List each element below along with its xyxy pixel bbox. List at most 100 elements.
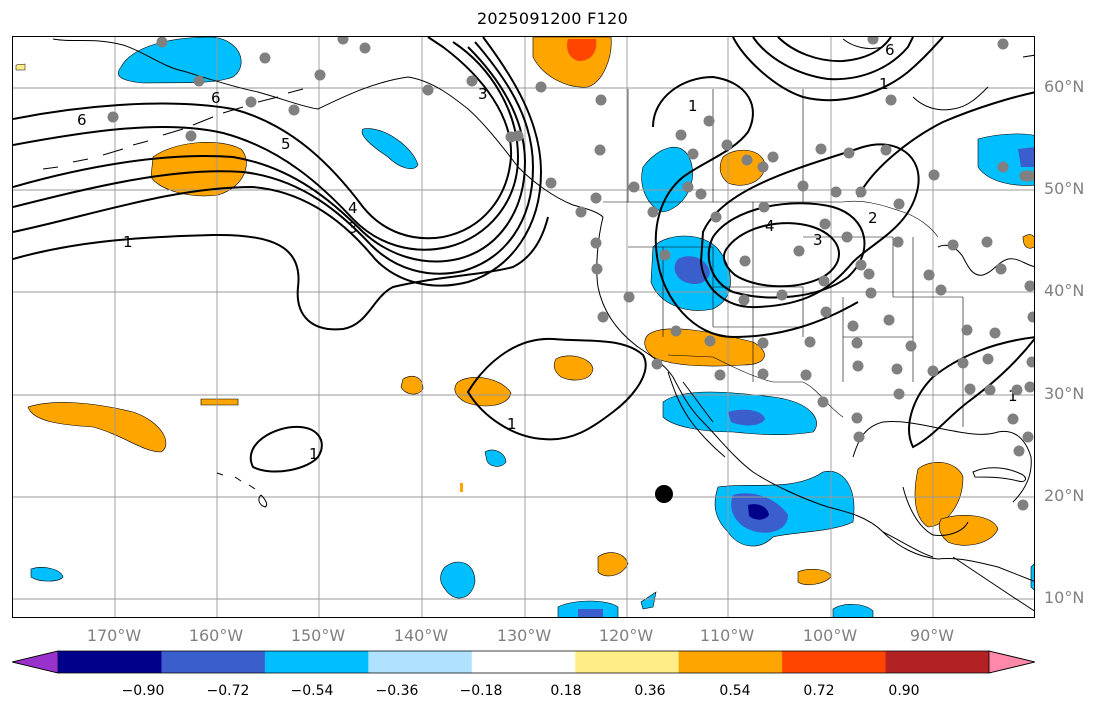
station-markers (107, 37, 1034, 511)
station-marker (107, 111, 119, 123)
station-marker (947, 239, 959, 251)
station-marker (337, 37, 349, 45)
contour-label: 1 (507, 415, 517, 433)
station-marker (863, 268, 875, 280)
contour-label: 2 (868, 209, 878, 227)
coast-great-lakes (937, 244, 1034, 276)
contour-4-ne (777, 37, 892, 63)
station-marker (981, 236, 993, 248)
contour-label: 3 (813, 231, 823, 249)
contour-low-npac (13, 37, 513, 240)
station-marker (1011, 384, 1023, 396)
fill-pos-tiny (15, 63, 26, 71)
station-marker (597, 311, 609, 323)
fill-neg-east (977, 133, 1034, 186)
station-marker (422, 84, 434, 96)
station-marker (935, 284, 947, 296)
fill-neg-east-small2 (1030, 563, 1034, 591)
storm-center-marker (655, 485, 673, 503)
coast-cuba (972, 467, 1026, 482)
station-marker (359, 42, 371, 54)
station-marker (841, 231, 853, 243)
station-marker (757, 337, 769, 349)
station-marker (314, 69, 326, 81)
fill-pos-pac2 (454, 376, 512, 407)
colorbar-segment (782, 651, 887, 673)
lat-label: 30°N (1044, 384, 1085, 403)
colorbar-segments (12, 650, 1035, 674)
station-marker (590, 192, 602, 204)
colorbar-outline (12, 650, 1035, 674)
station-marker (997, 38, 1009, 50)
station-marker (800, 369, 812, 381)
station-marker (957, 357, 969, 369)
station-marker (867, 37, 879, 45)
fill-neg-baja-core (728, 409, 765, 426)
fill-pos-east-small (1022, 234, 1034, 249)
lon-label: 150°W (290, 626, 346, 645)
station-marker (185, 130, 197, 142)
contour-label: 3 (478, 85, 488, 103)
station-marker (843, 147, 855, 159)
lon-label: 140°W (393, 626, 449, 645)
colorbar-tick: 0.72 (803, 683, 835, 699)
station-marker (851, 337, 863, 349)
coastlines (42, 38, 1034, 612)
station-marker (855, 259, 867, 271)
station-marker (628, 181, 640, 193)
colorbar-extend-low (12, 650, 59, 674)
fill-neg-mexico-deep (748, 504, 769, 520)
station-marker (682, 181, 694, 193)
station-marker (847, 320, 859, 332)
contour-label: 1 (688, 97, 698, 115)
station-marker (1007, 413, 1019, 425)
map-panel[interactable]: 6 6 5 4 3 1 1 1 1 4 3 2 1 6 1 3 (12, 36, 1035, 618)
station-marker (1022, 431, 1034, 443)
fill-pos-az (644, 328, 765, 367)
station-marker (738, 294, 750, 306)
political-borders (603, 89, 964, 427)
lat-label: 60°N (1044, 77, 1085, 96)
contour-5-ne (752, 37, 914, 81)
station-marker (721, 139, 733, 151)
station-marker (923, 269, 935, 281)
station-marker (535, 81, 547, 93)
station-marker (703, 115, 715, 127)
station-marker (984, 384, 996, 396)
fill-pos-hawaii-w (27, 402, 167, 453)
fill-pos-small-y (460, 483, 463, 492)
station-marker (819, 218, 831, 230)
colorbar-segment (885, 651, 990, 673)
station-marker (815, 143, 827, 155)
fill-pos-pac6 (797, 568, 832, 586)
station-marker (259, 52, 271, 64)
station-marker (245, 96, 257, 108)
fill-neg-south3 (832, 604, 874, 617)
station-marker (776, 289, 788, 301)
contour-2-plains (699, 143, 920, 309)
contour-low-5 (13, 37, 543, 287)
station-marker (893, 198, 905, 210)
station-marker (793, 245, 805, 257)
station-marker (883, 314, 895, 326)
contour-1-west (652, 75, 859, 339)
station-marker (851, 412, 863, 424)
contour-label: 1 (879, 75, 889, 93)
station-marker (193, 75, 205, 87)
coast-hudson (842, 38, 1034, 111)
colorbar-segment (678, 651, 783, 673)
station-marker (670, 325, 682, 337)
station-marker (905, 340, 917, 352)
contour-label: 4 (765, 217, 775, 235)
colorbar-tick: 0.36 (634, 683, 666, 699)
station-marker (695, 188, 707, 200)
contour-3-plains (707, 202, 866, 299)
station-marker (995, 263, 1007, 275)
station-marker (545, 177, 557, 189)
lon-label: 100°W (802, 626, 858, 645)
colorbar-extend-high (988, 650, 1035, 674)
colorbar-segment (161, 651, 266, 673)
station-marker (820, 306, 832, 318)
contour-label: 1 (1008, 387, 1018, 405)
station-marker (512, 130, 524, 142)
